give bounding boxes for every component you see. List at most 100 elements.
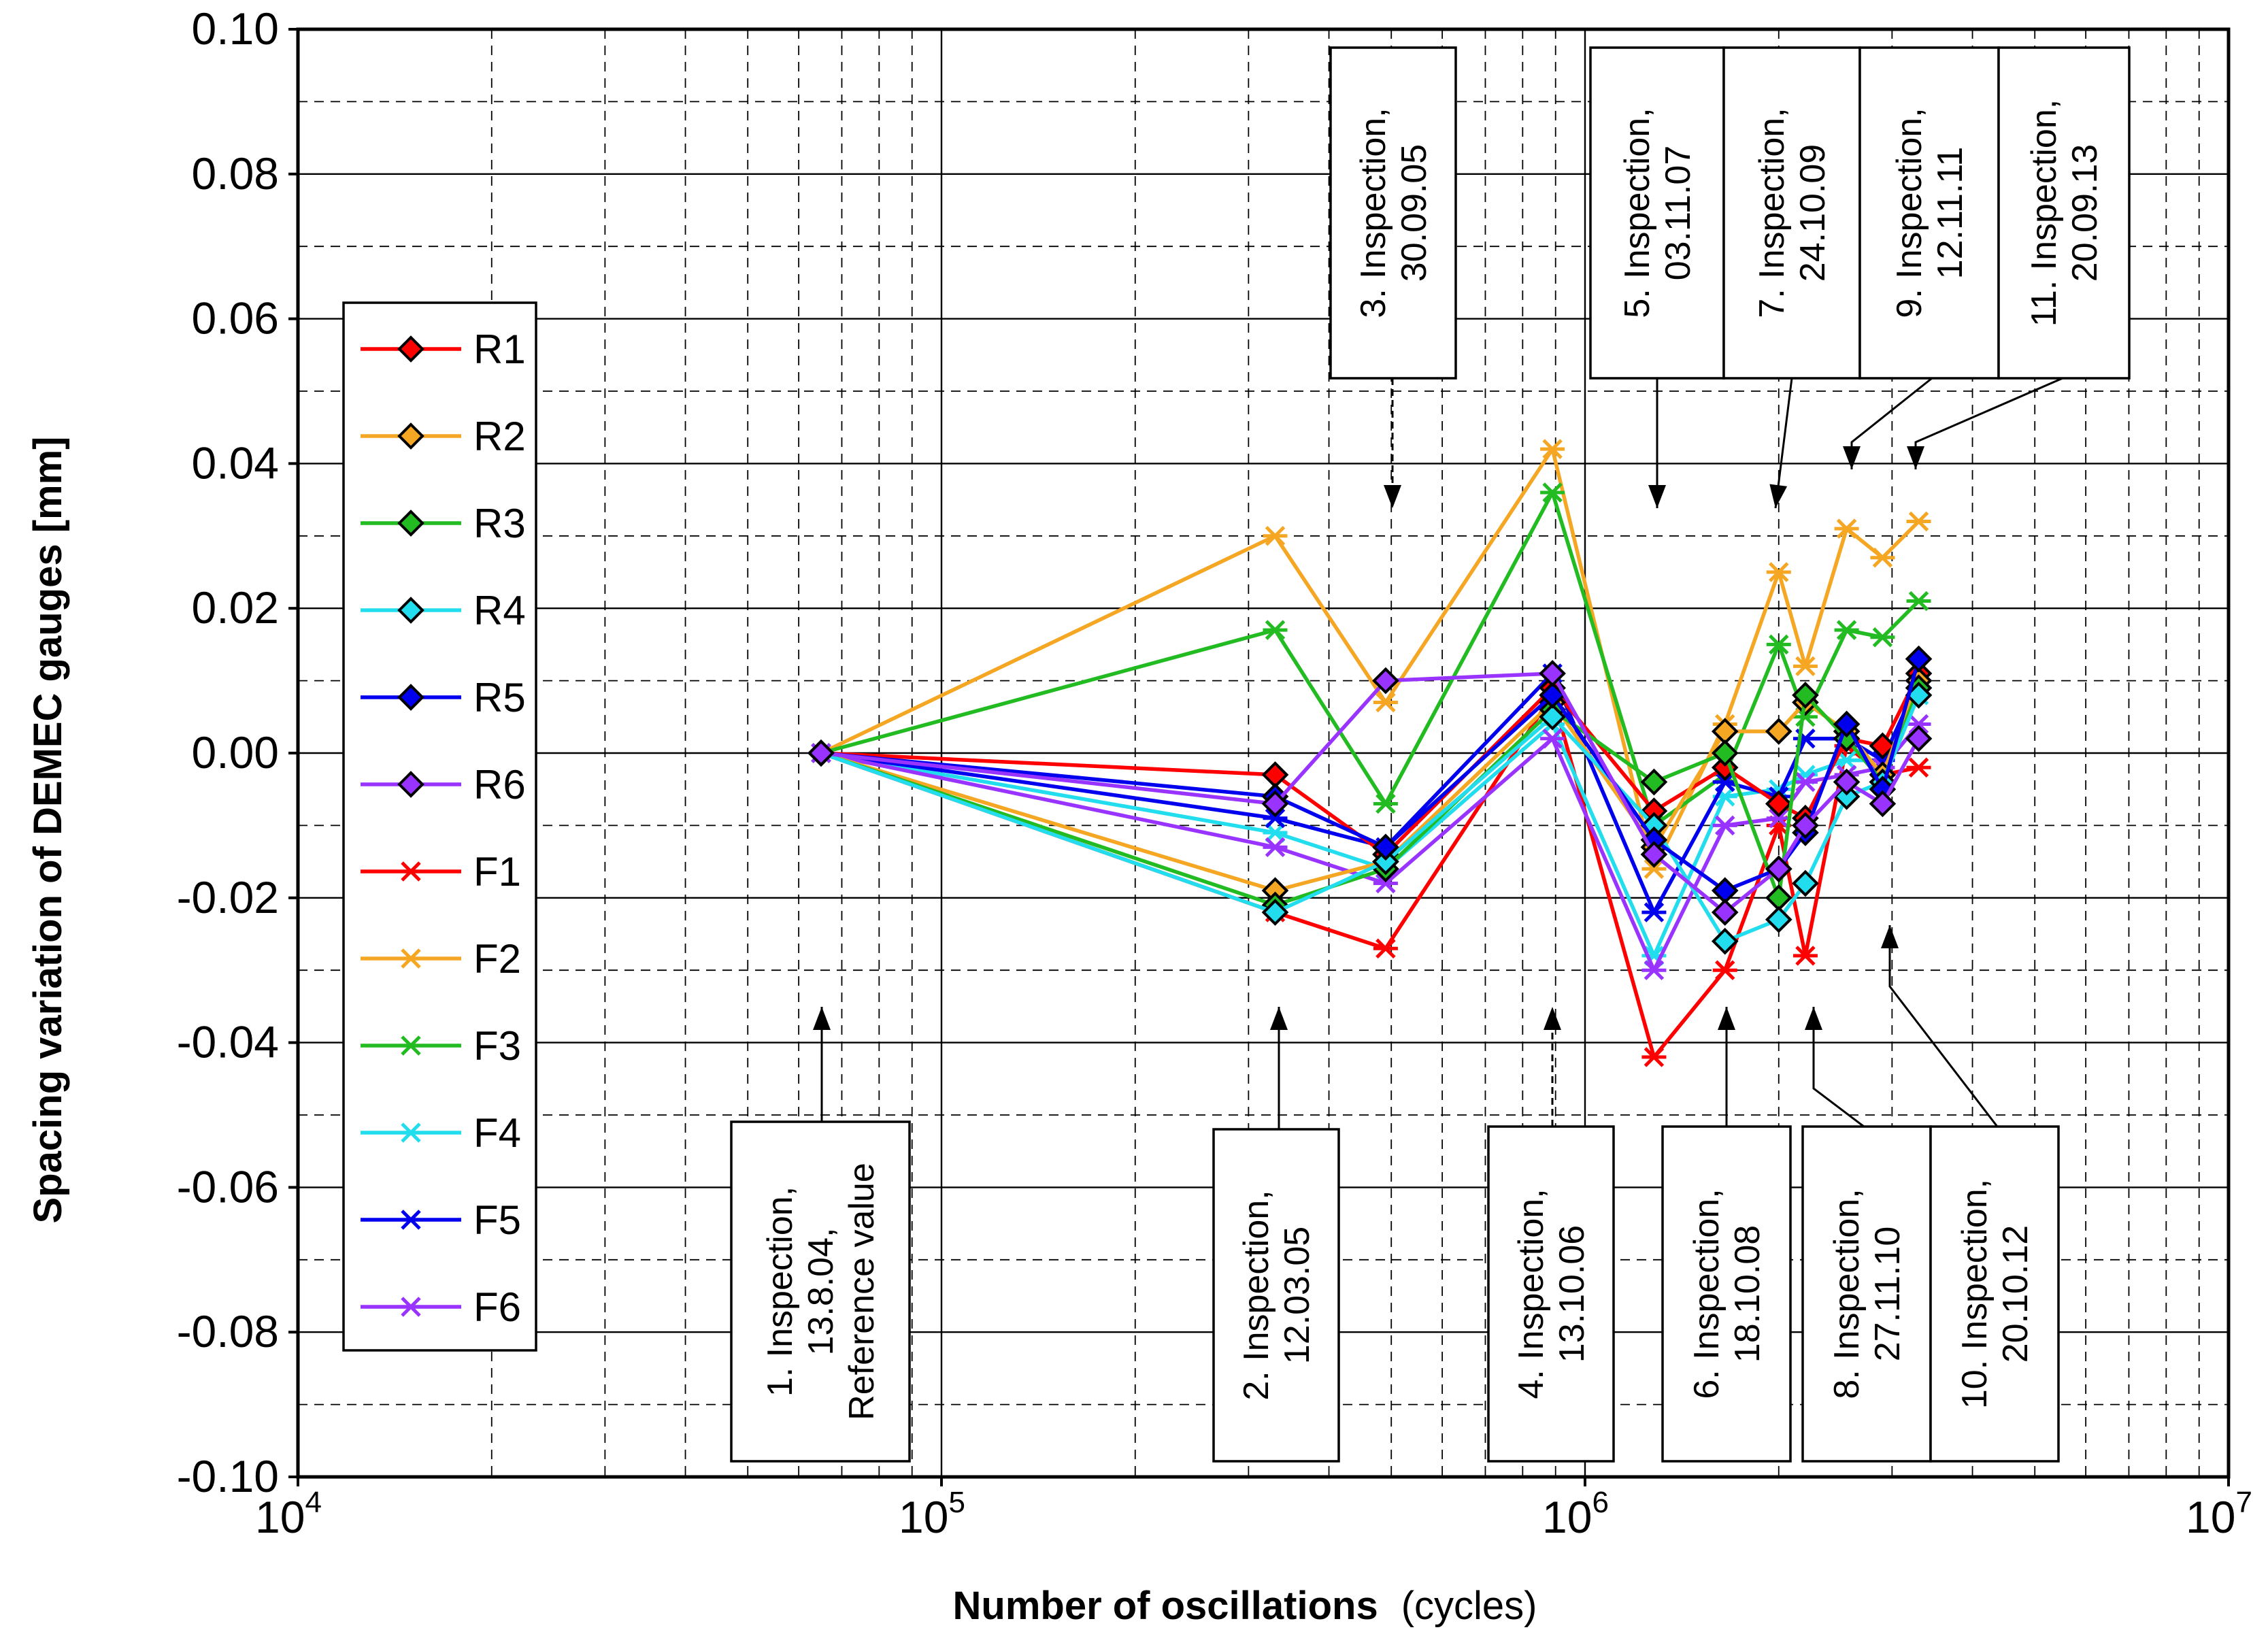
data-point-F5 bbox=[1641, 902, 1667, 922]
legend-label: R1 bbox=[473, 327, 526, 372]
legend-label: R4 bbox=[473, 588, 526, 633]
annotation-insp8: 8. Inspection, 27.11.10 bbox=[1801, 1007, 1932, 1463]
data-point-F5 bbox=[1263, 808, 1288, 829]
legend-item-F5: F5 bbox=[361, 1197, 521, 1243]
data-point-R6 bbox=[1372, 667, 1399, 695]
y-tick-label: -0.06 bbox=[177, 1161, 279, 1212]
data-point-R5 bbox=[1905, 645, 1933, 673]
annotation-text-group: 4. Inspection, 13.10.06 bbox=[1512, 1188, 1592, 1399]
annotation-arrowhead bbox=[1769, 484, 1788, 508]
annotation-insp2: 2. Inspection, 12.03.05 bbox=[1212, 1007, 1340, 1463]
y-tick-label: -0.04 bbox=[177, 1017, 279, 1067]
data-point-F2 bbox=[1906, 511, 1931, 532]
data-point-F3 bbox=[1834, 620, 1859, 640]
series-group bbox=[807, 439, 1933, 1067]
legend: R1 R2 R3 R4 R5 R6 F1 F2 F3 F4 F5 F6 bbox=[342, 301, 537, 1352]
legend-item-R3: R3 bbox=[361, 501, 526, 546]
x-axis-title-unit: (cycles) bbox=[1401, 1584, 1537, 1628]
annotation-insp9: 9. Inspection, 12.11.11 bbox=[1843, 46, 2000, 469]
annotations: 1. Inspection, 13.8.04, Reference value 2. … bbox=[730, 46, 2131, 1463]
annotation-box bbox=[1329, 46, 1457, 380]
annotation-text: 03.11.07 bbox=[1658, 146, 1698, 281]
x-tick-exponent: 6 bbox=[1592, 1486, 1608, 1519]
x-tick-label: 107 bbox=[2186, 1486, 2252, 1542]
data-point-F6 bbox=[1766, 808, 1791, 829]
data-point-R1 bbox=[1765, 790, 1792, 818]
annotation-insp10: 10. Inspection, 20.10.12 bbox=[1881, 925, 2060, 1463]
annotation-text-group: 10. Inspection, 20.10.12 bbox=[1955, 1179, 2035, 1409]
legend-label: F2 bbox=[473, 936, 521, 982]
annotation-arrowhead bbox=[1907, 446, 1924, 469]
annotation-box bbox=[1929, 1125, 2060, 1463]
annotation-text: 1. Inspection, bbox=[761, 1186, 800, 1397]
x-tick-exponent: 7 bbox=[2235, 1486, 2252, 1519]
legend-label: F6 bbox=[473, 1284, 521, 1330]
data-point-R4 bbox=[1372, 848, 1399, 876]
annotation-text-group: 2. Inspection, 12.03.05 bbox=[1237, 1190, 1317, 1400]
x-tick-base: 10 bbox=[1542, 1492, 1592, 1542]
annotation-arrowhead bbox=[813, 1007, 831, 1030]
annotation-text: 13.10.06 bbox=[1552, 1225, 1592, 1363]
y-tick-label: -0.02 bbox=[177, 872, 279, 922]
legend-marker bbox=[399, 948, 423, 969]
data-point-F3 bbox=[1263, 620, 1288, 640]
annotation-insp11: 11. Inspection, 20.09.13 bbox=[1907, 46, 2131, 469]
data-point-R6 bbox=[1711, 899, 1739, 926]
data-point-F3 bbox=[1373, 793, 1398, 814]
annotation-text-group: 1. Inspection, 13.8.04, Reference value bbox=[761, 1163, 882, 1420]
annotation-text: 6. Inspection, bbox=[1687, 1188, 1727, 1399]
annotation-text: 4. Inspection, bbox=[1512, 1188, 1551, 1399]
annotation-arrowhead bbox=[1648, 485, 1666, 508]
data-point-R6 bbox=[1261, 790, 1289, 818]
x-tick-label: 104 bbox=[255, 1486, 322, 1542]
annotation-insp4: 4. Inspection, 13.10.06 bbox=[1487, 1007, 1615, 1463]
legend-marker bbox=[399, 1297, 423, 1317]
data-point-R6 bbox=[1905, 724, 1933, 752]
legend-item-F4: F4 bbox=[361, 1110, 521, 1156]
data-point-R6 bbox=[1539, 660, 1566, 687]
annotation-text: 11. Inspection, bbox=[2024, 99, 2064, 327]
annotation-insp5: 5. Inspection, 03.11.07 bbox=[1589, 46, 1725, 508]
annotation-text-group: 9. Inspection, 12.11.11 bbox=[1890, 107, 1970, 318]
data-point-F1 bbox=[1792, 946, 1818, 966]
annotation-text: 8. Inspection, bbox=[1827, 1188, 1867, 1399]
data-point-F2 bbox=[1641, 859, 1667, 879]
legend-marker bbox=[397, 684, 424, 711]
annotation-text: 2. Inspection, bbox=[1237, 1190, 1276, 1400]
annotation-arrowhead bbox=[1881, 925, 1899, 948]
legend-label: F1 bbox=[473, 849, 521, 895]
x-tick-label: 105 bbox=[899, 1486, 965, 1542]
data-point-F3 bbox=[1906, 590, 1931, 612]
annotation-arrowhead bbox=[1544, 1007, 1561, 1030]
data-point-R1 bbox=[1711, 754, 1739, 782]
x-tick-base: 10 bbox=[899, 1492, 948, 1542]
annotation-arrowhead bbox=[1805, 1007, 1822, 1030]
legend-item-F6: F6 bbox=[361, 1284, 521, 1330]
annotation-text: 10. Inspection, bbox=[1955, 1179, 1995, 1409]
annotation-text: 24.10.09 bbox=[1793, 144, 1833, 282]
annotation-text: 20.09.13 bbox=[2065, 144, 2105, 282]
legend-marker bbox=[397, 422, 424, 450]
y-tick-label: 0.00 bbox=[192, 727, 279, 778]
legend-marker bbox=[399, 861, 423, 882]
data-point-F2 bbox=[1870, 547, 1895, 568]
legend-item-R5: R5 bbox=[361, 675, 526, 720]
annotation-text: 30.09.05 bbox=[1395, 144, 1434, 282]
data-point-R1 bbox=[1869, 732, 1897, 760]
annotation-text: 9. Inspection, bbox=[1890, 107, 1929, 318]
data-point-R4 bbox=[1765, 905, 1792, 933]
data-point-R5 bbox=[1833, 710, 1861, 738]
legend-label: F3 bbox=[473, 1023, 521, 1069]
series-R6 bbox=[807, 660, 1933, 926]
data-point-R6 bbox=[1792, 812, 1819, 839]
data-point-F6 bbox=[1906, 714, 1931, 735]
legend-marker bbox=[397, 335, 424, 363]
data-point-R6 bbox=[1833, 768, 1861, 796]
data-point-F6 bbox=[1540, 728, 1565, 749]
legend-item-R6: R6 bbox=[361, 762, 526, 807]
data-point-F2 bbox=[1792, 656, 1818, 677]
annotation-text: 7. Inspection, bbox=[1752, 107, 1792, 318]
legend-box bbox=[342, 301, 537, 1352]
annotation-insp7: 7. Inspection, 24.10.09 bbox=[1722, 46, 1861, 509]
